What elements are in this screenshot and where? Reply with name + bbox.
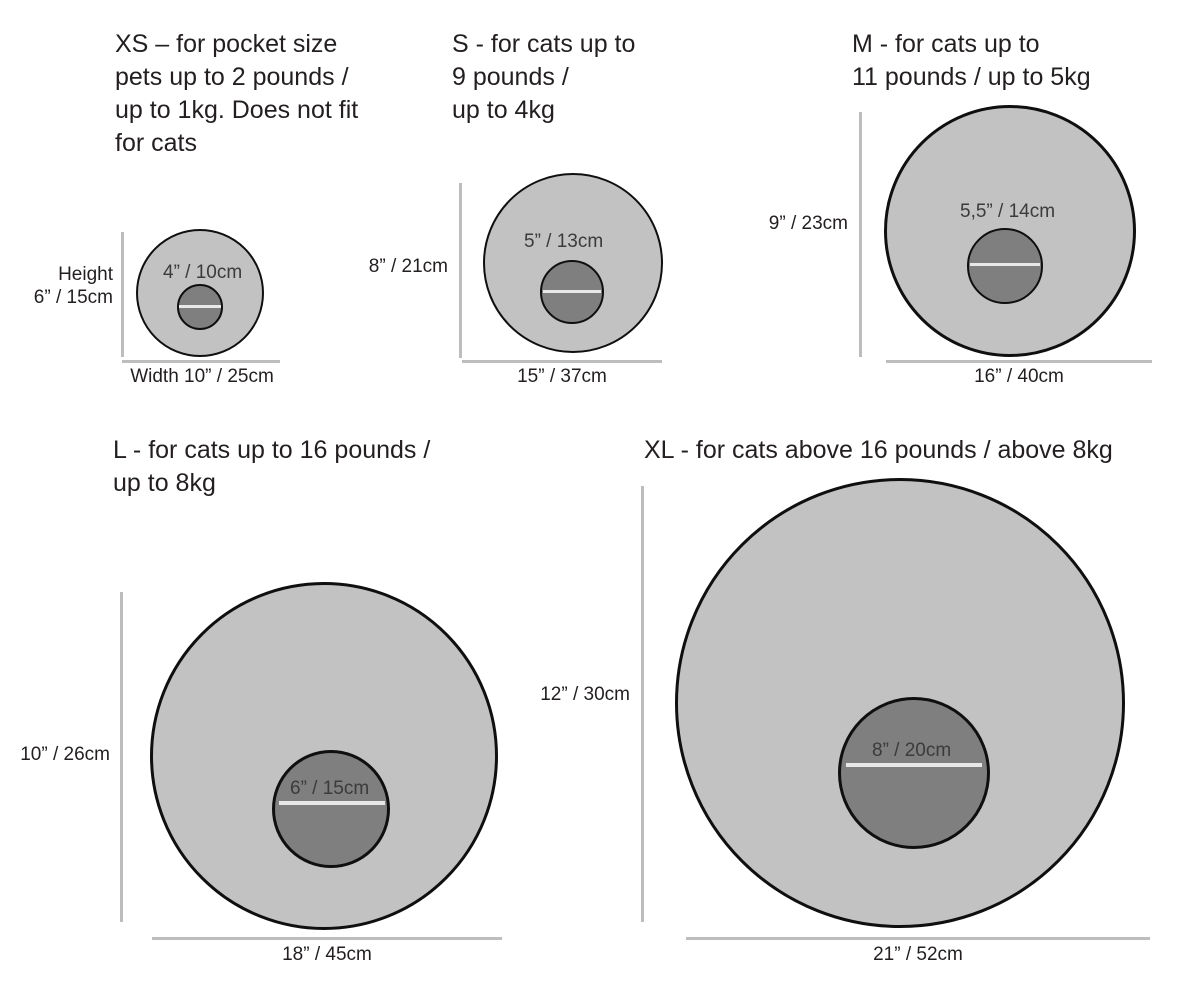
height-label-xl: 12” / 30cm xyxy=(540,684,630,705)
inner-label-l: 6” / 15cm xyxy=(290,778,370,799)
height-label-m: 9” / 23cm xyxy=(768,213,848,234)
inner-diameter-line-xs xyxy=(179,305,221,308)
size-title-m: M - for cats up to 11 pounds / up to 5kg xyxy=(852,30,1091,91)
inner-label-xl: 8” / 20cm xyxy=(872,740,952,761)
inner-diameter-line-l xyxy=(279,801,385,805)
inner-diameter-line-xl xyxy=(846,763,982,767)
inner-label-s: 5” / 13cm xyxy=(524,231,604,252)
width-label-xl: 21” / 52cm xyxy=(873,944,963,965)
inner-circle-xl xyxy=(838,697,990,849)
inner-diameter-line-m xyxy=(970,263,1040,266)
inner-circle-l xyxy=(272,750,390,868)
size-title-xs: XS – for pocket size pets up to 2 pounds… xyxy=(115,30,359,157)
inner-label-m: 5,5” / 14cm xyxy=(960,201,1056,222)
height-label-s: 8” / 21cm xyxy=(368,256,448,277)
width-guide-m xyxy=(886,360,1152,363)
width-guide-xs xyxy=(122,360,280,363)
width-guide-s xyxy=(462,360,662,363)
height-guide-m xyxy=(859,112,862,357)
width-guide-xl xyxy=(686,937,1150,940)
width-label-s: 15” / 37cm xyxy=(517,366,607,387)
size-title-l: L - for cats up to 16 pounds / up to 8kg xyxy=(113,436,431,497)
height-guide-xs xyxy=(121,232,124,357)
height-label-xs: Height 6” / 15cm xyxy=(33,264,113,308)
width-label-xs: Width 10” / 25cm xyxy=(130,366,274,387)
height-guide-xl xyxy=(641,486,644,922)
width-label-m: 16” / 40cm xyxy=(974,366,1064,387)
inner-label-xs: 4” / 10cm xyxy=(163,262,243,283)
height-guide-s xyxy=(459,183,462,358)
inner-diameter-line-s xyxy=(543,290,601,293)
width-guide-l xyxy=(152,937,502,940)
size-title-s: S - for cats up to 9 pounds / up to 4kg xyxy=(452,30,636,124)
size-title-xl: XL - for cats above 16 pounds / above 8k… xyxy=(644,436,1113,464)
width-label-l: 18” / 45cm xyxy=(282,944,372,965)
height-label-l: 10” / 26cm xyxy=(20,744,110,765)
inner-circle-m xyxy=(967,228,1043,304)
height-guide-l xyxy=(120,592,123,922)
